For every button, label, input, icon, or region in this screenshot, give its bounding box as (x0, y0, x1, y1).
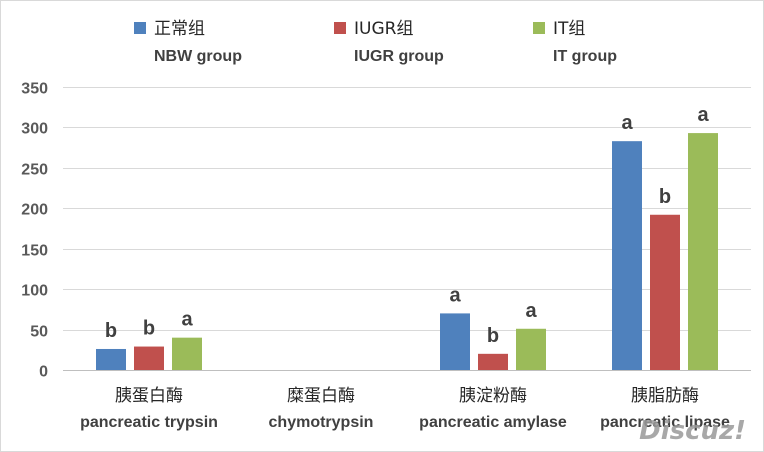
legend-swatch (334, 22, 346, 34)
data-label: a (697, 104, 709, 126)
data-label: a (621, 112, 633, 134)
y-tick-label: 200 (21, 202, 48, 219)
legend-label-zh: IUGR组 (354, 19, 413, 39)
y-tick-label: 100 (21, 283, 48, 300)
legend-label-en: IUGR group (354, 48, 444, 65)
legend-label-en: NBW group (154, 48, 242, 65)
watermark-logo: Discuz! (639, 416, 746, 446)
bar (96, 348, 126, 370)
bar (134, 346, 164, 370)
data-label: b (659, 186, 671, 208)
data-label: b (105, 320, 117, 342)
x-category-label-en: chymotrypsin (269, 414, 374, 431)
x-category-label-en: pancreatic lipase (600, 414, 730, 431)
bar (688, 133, 718, 370)
x-category-label-zh: 胰蛋白酶 (115, 386, 183, 406)
data-label: a (525, 300, 537, 322)
x-category-label-zh: 糜蛋白酶 (287, 386, 355, 406)
y-tick-label: 250 (21, 162, 48, 179)
data-label: a (181, 309, 193, 331)
bar (172, 337, 202, 370)
legend-label-en: IT group (553, 48, 617, 65)
y-tick-label: 300 (21, 121, 48, 138)
x-category-label-zh: 胰脂肪酶 (631, 386, 699, 406)
y-tick-label: 50 (30, 324, 48, 341)
bar (440, 313, 470, 370)
data-label: b (487, 325, 499, 347)
data-label: a (449, 284, 461, 306)
x-category-label-zh: 胰淀粉酶 (459, 386, 527, 406)
legend-label-zh: 正常组 (154, 19, 205, 39)
y-tick-label: 0 (39, 364, 48, 381)
y-tick-label: 350 (21, 81, 48, 98)
x-category-label-en: pancreatic amylase (419, 414, 567, 431)
y-tick-label: 150 (21, 243, 48, 260)
bar (612, 141, 642, 370)
data-label: b (143, 318, 155, 340)
x-category-label-en: pancreatic trypsin (80, 414, 218, 431)
bar (516, 328, 546, 370)
legend-swatch (134, 22, 146, 34)
legend-label-zh: IT组 (553, 19, 585, 39)
bar (478, 353, 508, 370)
legend-swatch (533, 22, 545, 34)
bar (650, 214, 680, 370)
